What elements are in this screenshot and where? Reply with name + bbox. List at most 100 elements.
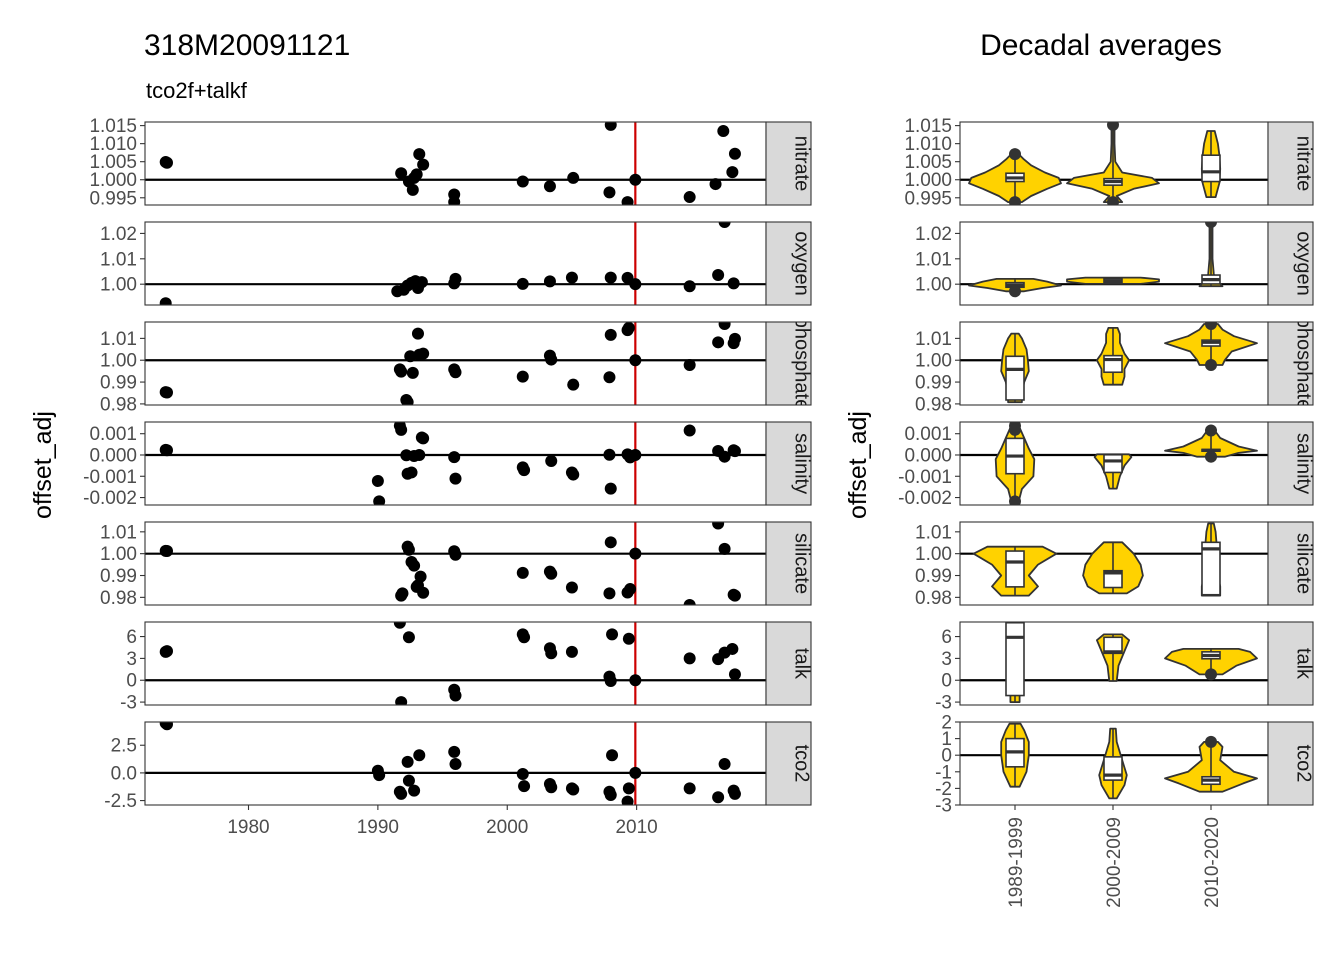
data-point [712,269,725,282]
panel-oxygen: 1.00 1.01 1.02 oxygen [100,221,812,306]
data-point [373,495,386,505]
y-tick-label: 1.00 [100,351,137,372]
data-point [624,583,637,596]
strip-label-group: tco2 [791,745,813,783]
y-tick-label: 0.98 [100,394,137,415]
y-tick-label: 1.01 [915,329,952,350]
facet-strip-label: oxygen [1293,231,1315,296]
data-point [413,448,426,461]
data-point [606,749,619,762]
data-point [518,631,531,644]
box-iqr [1103,569,1123,589]
y-tick-label: 0.99 [915,566,952,587]
y-tick-label: -3 [935,693,952,714]
data-point [726,166,739,179]
data-point [402,774,415,787]
box-outlier [1205,424,1217,437]
y-tick-label: 0.99 [100,566,137,587]
y-tick-label: 1.00 [100,544,137,565]
data-point [449,366,462,379]
data-point [718,450,731,463]
data-point [726,642,739,655]
box-outlier [1107,122,1119,131]
box-outlier [1205,322,1217,330]
data-point [565,271,578,284]
data-point [604,328,617,341]
data-point [709,178,722,191]
data-point [567,468,580,481]
data-point [604,674,617,687]
right-violin-panels: 0.9951.0001.0051.0101.015nitrate1.001.01… [898,116,1314,908]
y-tick-label: 0.0 [111,763,137,784]
data-point [414,570,427,583]
data-point [417,158,430,171]
data-point [545,454,558,467]
data-point [410,168,423,181]
data-point [516,768,529,781]
data-point [393,622,406,629]
facet-strip [1267,721,1314,806]
data-point [545,353,558,366]
data-point [518,464,531,477]
y-tick-label: 6 [941,627,952,648]
y-tick-label: -2.5 [104,791,137,812]
panel-content [145,222,766,305]
strip-label-group: nitrate [1293,136,1314,192]
data-point [728,787,741,800]
data-point [371,474,384,487]
facet-strip-label: salinity [791,433,813,494]
y-tick-label: -0.001 [898,467,952,488]
data-point [543,180,556,193]
strip-label-group: talk [1293,648,1314,680]
data-point [629,766,642,779]
data-point [395,787,408,800]
data-point [622,782,635,795]
data-point [622,632,635,645]
data-point [449,758,462,771]
facet-strip-label: salinity [1293,433,1315,494]
strip-label-group: oxygen [1293,231,1315,296]
y-tick-label: 0 [941,671,952,692]
facet-strip [765,121,812,206]
panel-content [960,322,1268,404]
panel-phosphate: 0.980.991.001.01 phosphate [100,317,813,415]
data-point [395,696,408,705]
panel-silicate: 0.980.991.001.01 silicate [915,521,1314,609]
data-point [545,647,558,660]
data-point [712,791,725,804]
data-point [160,545,173,558]
box-outlier [1009,148,1021,161]
data-point [402,631,415,644]
facet-strip-label: tco2 [791,745,813,783]
data-point [629,547,642,560]
strip-label-group: nitrate [791,136,812,192]
y-tick-label: -3 [120,693,137,714]
facet-strip [765,321,812,406]
box-outlier [1009,285,1021,298]
strip-label-group: talk [791,648,812,680]
data-point [516,566,529,579]
left-y-axis-label: offset_adj [29,411,57,519]
y-tick-label: -2 [935,779,952,800]
data-point [411,327,424,340]
data-point [448,745,461,758]
data-point [567,171,580,184]
data-point [159,297,172,305]
data-point [603,371,616,384]
y-tick-label: 1.00 [915,544,952,565]
box-outlier [1205,359,1217,372]
panel-content [145,722,766,805]
y-tick-label: 0.995 [89,188,137,209]
y-tick-label: 0.995 [904,188,952,209]
data-point [406,366,419,379]
data-point [448,196,461,205]
data-point [545,781,558,794]
data-point [718,322,731,330]
x-category-label: 1989-1999 [1006,817,1027,908]
facet-strip-label: phosphate [791,317,813,410]
data-point [401,396,414,405]
